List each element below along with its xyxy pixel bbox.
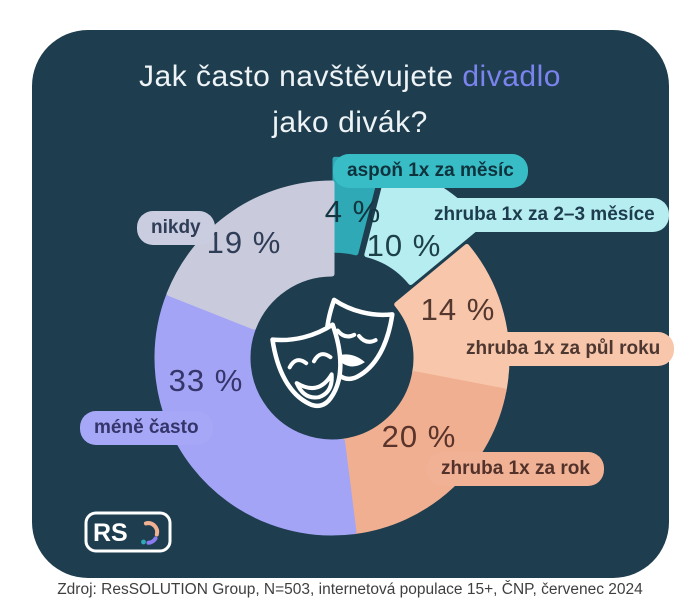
donut-segment-6[interactable] <box>166 180 335 330</box>
chart-title-line2: jako divák? <box>272 106 428 139</box>
segment-percent-label-3: 14 % <box>420 292 496 327</box>
theater-masks-icon <box>270 297 395 409</box>
source-note: Zdroj: ResSOLUTION Group, N=503, interne… <box>57 581 643 598</box>
rs-logo: RS <box>84 511 172 553</box>
segment-percent-label-1: 4 % <box>324 194 382 229</box>
segment-badge-3: zhruba 1x za půl roku <box>452 332 675 366</box>
segment-percent-label-6: 19 % <box>206 225 282 260</box>
segment-badge-6: nikdy <box>137 211 215 245</box>
rs-logo-arc <box>141 521 160 545</box>
donut-segment-5[interactable] <box>154 291 357 536</box>
segment-badge-5: méně často <box>80 411 213 445</box>
rs-logo-text: RS <box>93 519 128 547</box>
chart-title-text: Jak často navštěvujete <box>139 60 463 93</box>
title-highlight-divadlo: divadlo <box>462 60 561 93</box>
segment-badge-4: zhruba 1x za rok <box>427 452 604 486</box>
chart-title-line1: Jak často navštěvujete divadlo <box>0 54 700 100</box>
segment-badge-2: zhruba 1x za 2–3 měsíce <box>420 198 669 232</box>
segment-percent-label-4: 20 % <box>381 419 457 454</box>
chart-title: Jak často navštěvujete divadlo jako divá… <box>0 54 700 146</box>
donut-segment-4[interactable] <box>340 371 507 535</box>
segment-badge-1: aspoň 1x za měsíc <box>333 154 528 188</box>
segment-percent-label-2: 10 % <box>366 228 442 263</box>
segment-percent-label-5: 33 % <box>168 363 244 398</box>
